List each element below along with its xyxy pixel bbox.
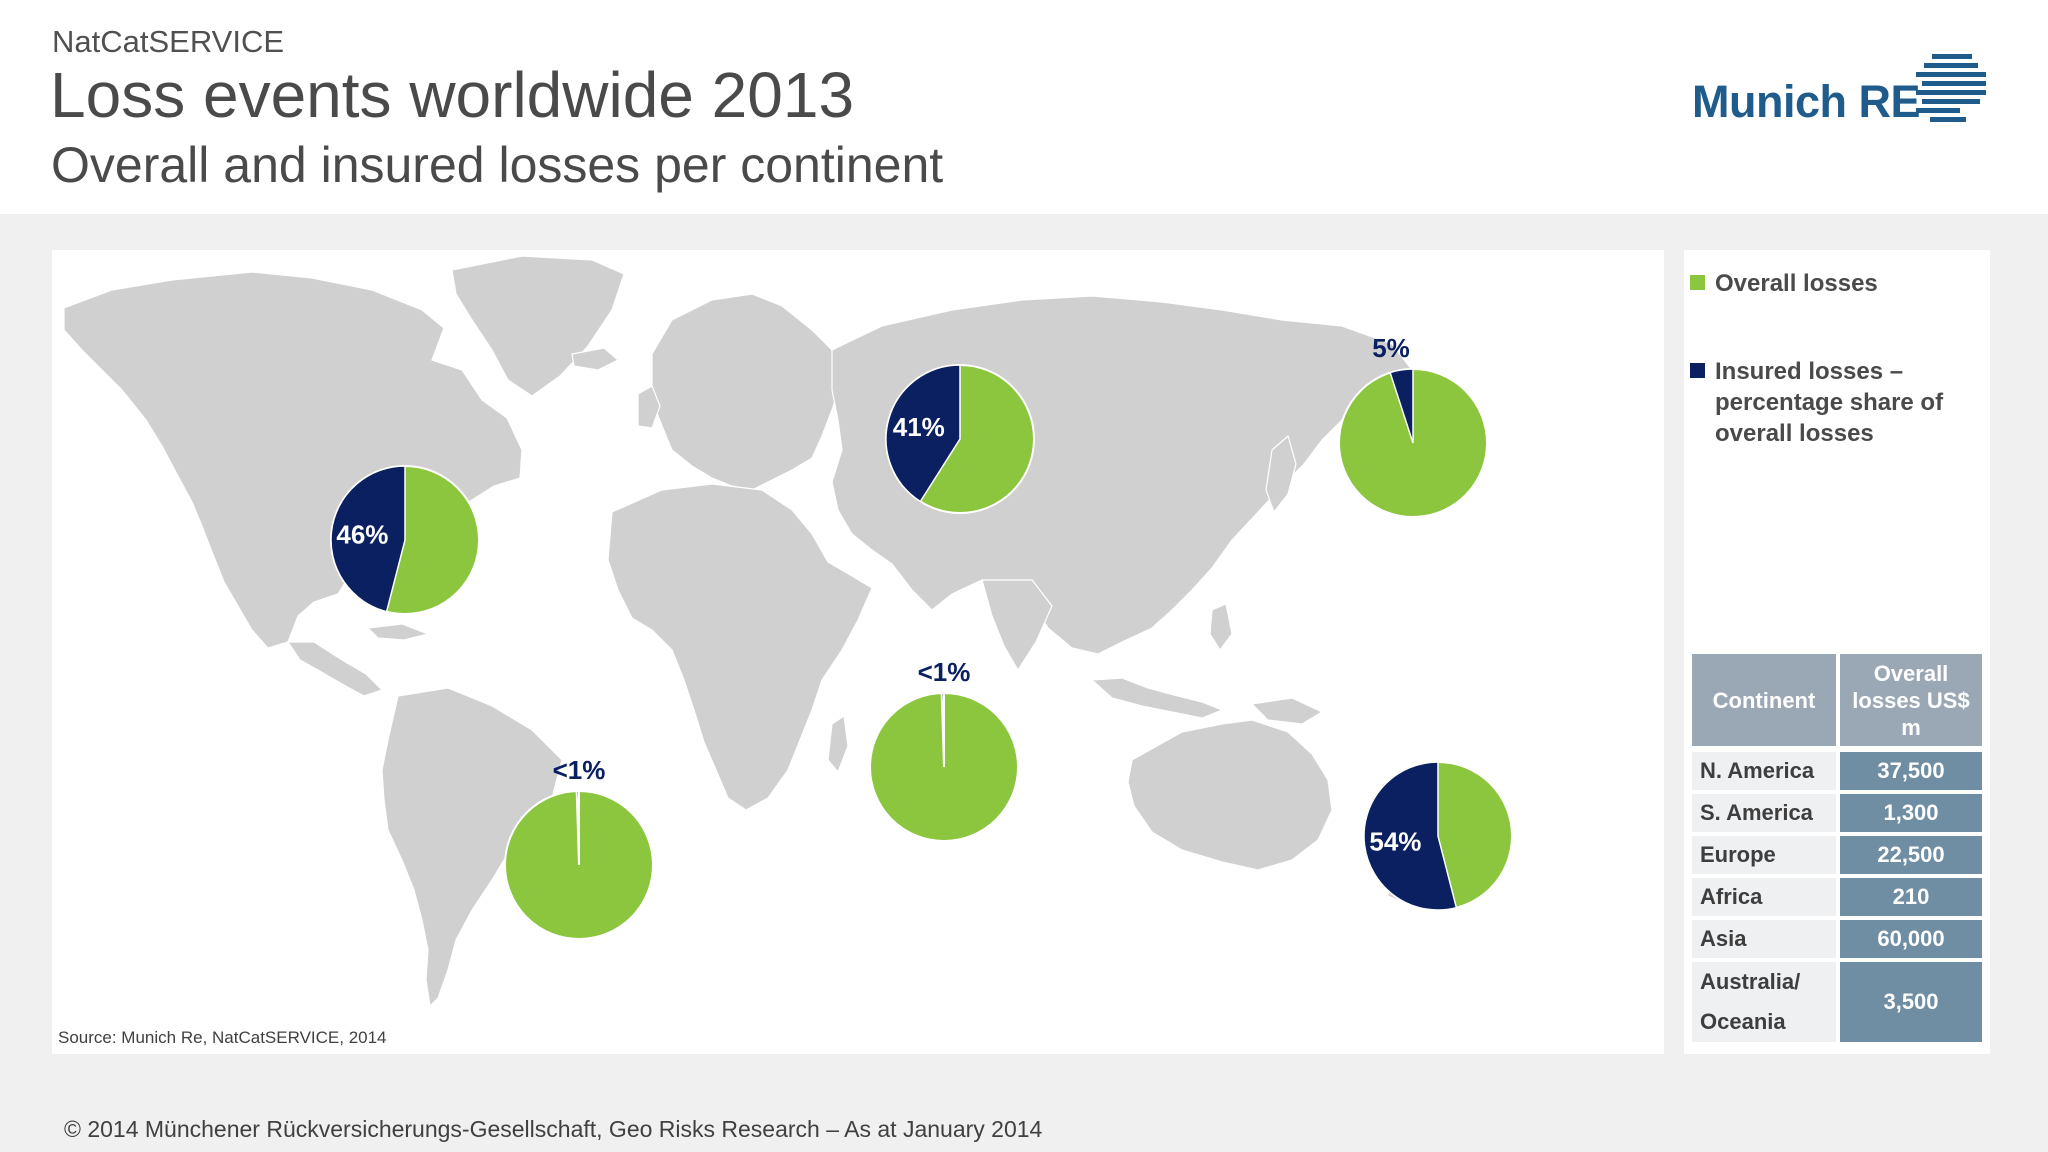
iceland-land bbox=[571, 347, 620, 371]
south-america-land bbox=[381, 687, 563, 1008]
table-header-losses: Overall losses US$ m bbox=[1840, 654, 1982, 746]
central-america-land bbox=[286, 641, 384, 697]
table-row-name: S. America bbox=[1692, 794, 1836, 832]
philippines-land bbox=[1209, 603, 1233, 652]
australia-land bbox=[1127, 719, 1333, 871]
india-land bbox=[981, 579, 1053, 672]
pie-insured-s-america bbox=[575, 789, 580, 866]
munich-re-stripes-icon bbox=[1916, 54, 1986, 122]
page-title: Loss events worldwide 2013 bbox=[50, 59, 855, 131]
japan-land bbox=[1265, 434, 1297, 514]
pie-insured-australia-oceania bbox=[1363, 761, 1458, 911]
indonesia-land bbox=[1090, 677, 1224, 719]
table-row-name: Australia/ Oceania bbox=[1692, 962, 1836, 1042]
legend-label-overall: Overall losses bbox=[1715, 270, 1878, 297]
madagascar-land bbox=[827, 714, 849, 774]
table-row-value: 210 bbox=[1840, 878, 1982, 916]
pie-label-asia: 5% bbox=[1372, 333, 1410, 363]
legend-label-insured: Insured losses – percentage share of ove… bbox=[1715, 358, 1944, 447]
legend-and-table-panel: Overall losses Insured losses – percenta… bbox=[1684, 250, 1990, 1054]
africa-land bbox=[607, 483, 873, 811]
pie-label-s-america: <1% bbox=[553, 755, 606, 785]
pie-insured-asia bbox=[1389, 368, 1414, 444]
legend-item-overall: Overall losses bbox=[1690, 268, 1975, 299]
pie-insured-europe bbox=[885, 364, 961, 503]
table-row-name: Africa bbox=[1692, 878, 1836, 916]
insured-swatch bbox=[1690, 363, 1705, 378]
table-row-value: 22,500 bbox=[1840, 836, 1982, 874]
legend-item-insured: Insured losses – percentage share of ove… bbox=[1690, 356, 1975, 449]
overall-swatch bbox=[1690, 275, 1705, 290]
greenland-land bbox=[451, 255, 625, 397]
pie-label-europe: 41% bbox=[893, 412, 945, 442]
world-map: 46% <1% 41% <1% 5% 54% bbox=[63, 255, 1513, 1008]
table-row-value: 3,500 bbox=[1840, 962, 1982, 1042]
new-guinea-land bbox=[1250, 697, 1324, 725]
source-note: Source: Munich Re, NatCatSERVICE, 2014 bbox=[58, 1028, 387, 1047]
copyright-footer: © 2014 Münchener Rückversicherungs-Gesel… bbox=[64, 1116, 1043, 1142]
table-row-value: 60,000 bbox=[1840, 920, 1982, 958]
pie-label-australia-oceania: 54% bbox=[1369, 826, 1421, 856]
pie-insured-africa bbox=[940, 691, 945, 768]
table-header-continent: Continent bbox=[1692, 654, 1836, 746]
pie-label-africa: <1% bbox=[918, 657, 971, 687]
continents-land bbox=[63, 255, 1415, 1008]
table-row-name: Asia bbox=[1692, 920, 1836, 958]
munich-re-logo: Munich RE bbox=[1692, 76, 1921, 127]
slide-header: NatCatSERVICE Loss events worldwide 2013… bbox=[0, 0, 2048, 214]
table-row-value: 37,500 bbox=[1840, 752, 1982, 790]
table-row-name: N. America bbox=[1692, 752, 1836, 790]
pie-insured-n-america bbox=[330, 465, 406, 613]
table-row-value: 1,300 bbox=[1840, 794, 1982, 832]
pie-charts: 46% <1% 41% <1% 5% 54% bbox=[330, 333, 1513, 940]
page-subtitle: Overall and insured losses per continent bbox=[51, 137, 944, 193]
pie-label-n-america: 46% bbox=[336, 520, 388, 550]
europe-land bbox=[651, 293, 843, 491]
world-map-panel: 46% <1% 41% <1% 5% 54% Source: Munich Re, Nat… bbox=[52, 250, 1664, 1054]
caribbean-land bbox=[366, 623, 430, 641]
table-row-name: Europe bbox=[1692, 836, 1836, 874]
kicker-text: NatCatSERVICE bbox=[52, 24, 285, 59]
british-isles-land bbox=[637, 385, 661, 429]
